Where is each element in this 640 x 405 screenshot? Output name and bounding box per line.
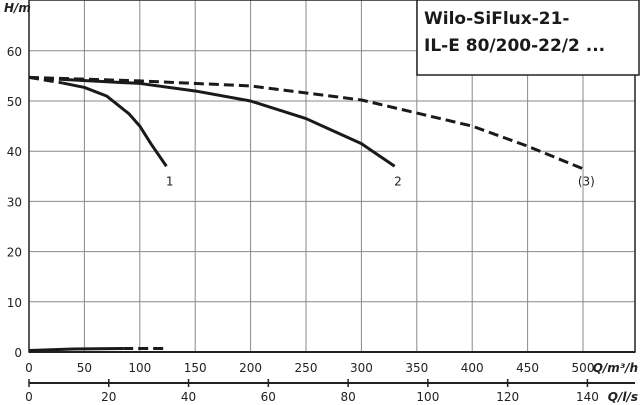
x-tick-label: 50 [77,361,92,375]
series-curve-1 [61,81,168,168]
x-tick-label: 300 [350,361,373,375]
x2-tick-label: 20 [101,390,116,404]
curve-label: 1 [166,174,174,188]
chart-title-line: IL-E 80/200-22/2 ... [424,36,605,56]
x2-tick-label: 100 [416,390,439,404]
y-tick-label: 30 [7,195,22,209]
series-curve-low-solid [28,346,124,352]
y-tick-label: 20 [7,246,22,260]
y-tick-label: 0 [14,346,22,360]
curve-label: (3) [578,174,595,188]
x-tick-label: 100 [128,361,151,375]
series-curve-(3) [28,75,584,171]
x-tick-label: 250 [295,361,318,375]
y-tick-label: 50 [7,95,22,109]
x2-tick-label: 60 [261,390,276,404]
x-tick-label: 200 [239,361,262,375]
x-tick-label: 400 [461,361,484,375]
x2-tick-label: 80 [340,390,355,404]
y-axis-label: H/m [4,1,31,15]
y-tick-label: 40 [7,145,22,159]
x-axis-label: Q/m³/h [593,361,638,375]
x2-tick-label: 0 [25,390,33,404]
x2-axis-label: Q/l/s [608,390,638,404]
x2-tick-label: 40 [181,390,196,404]
x-tick-label: 500 [572,361,595,375]
y-tick-label: 60 [7,45,22,59]
title-box [416,0,640,76]
x-tick-label: 150 [184,361,207,375]
x-tick-label: 350 [405,361,428,375]
x2-tick-label: 140 [576,390,599,404]
series-curve-2 [62,77,396,168]
chart-title-line: Wilo-SiFlux-21- [424,9,570,29]
y-tick-label: 10 [7,296,22,310]
curve-label: 2 [394,174,402,188]
x-tick-label: 450 [516,361,539,375]
x2-tick-label: 120 [496,390,519,404]
x-tick-label: 0 [25,361,33,375]
